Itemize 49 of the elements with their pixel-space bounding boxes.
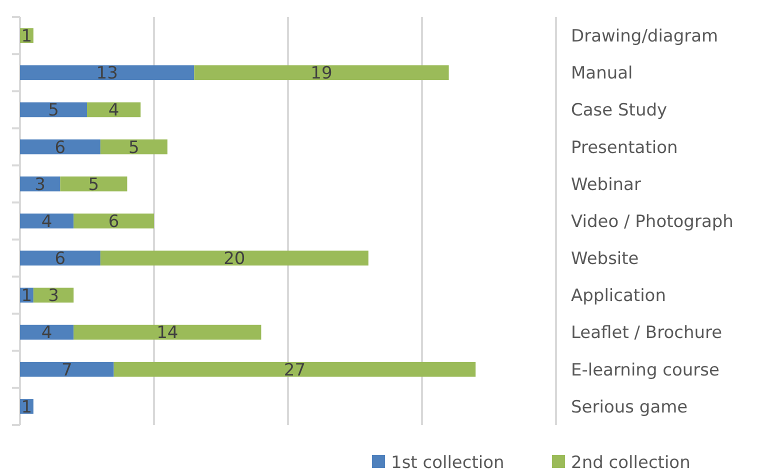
bar <box>74 324 262 340</box>
y-tick-label: Leaflet / Brochure <box>571 323 722 344</box>
bar <box>20 362 114 377</box>
bar <box>87 102 141 118</box>
data-label: 27 <box>284 360 306 380</box>
data-label: 6 <box>54 138 66 158</box>
bar <box>20 214 74 228</box>
data-label: 5 <box>48 100 59 121</box>
bar <box>20 324 74 340</box>
data-label: 5 <box>128 138 140 158</box>
y-tick-label: Manual <box>571 64 633 84</box>
bar <box>194 65 449 80</box>
data-label: 3 <box>48 286 59 306</box>
bar <box>60 176 128 192</box>
y-tick-label: Webinar <box>571 174 641 195</box>
data-label: 6 <box>108 212 120 232</box>
y-tick-label: Application <box>571 286 666 306</box>
bar <box>100 250 368 266</box>
y-tick-label: Video / Photograph <box>571 212 734 232</box>
bar <box>20 176 60 192</box>
y-tick-label: Website <box>571 249 639 270</box>
y-tick-label: E-learning course <box>571 360 720 380</box>
data-label: 19 <box>310 64 332 84</box>
bar <box>20 65 194 80</box>
data-label: 14 <box>156 323 178 344</box>
data-label: 7 <box>61 360 72 380</box>
data-label: 4 <box>41 323 52 344</box>
data-label: 4 <box>41 212 52 232</box>
bar <box>114 362 476 377</box>
data-label: 5 <box>88 174 100 195</box>
bar <box>20 139 100 154</box>
bar <box>20 102 87 118</box>
bar <box>100 139 168 154</box>
data-label: 4 <box>108 100 120 121</box>
bar <box>20 250 100 266</box>
y-tick-label: Drawing/diagram <box>571 26 718 46</box>
data-label: 1 <box>21 26 32 46</box>
data-label: 1 <box>21 397 32 418</box>
legend-label: 2nd collection <box>571 452 690 470</box>
data-label: 1 <box>21 286 32 306</box>
y-tick-label: Serious game <box>571 397 688 418</box>
data-label: 6 <box>54 249 66 270</box>
bar <box>74 214 154 228</box>
y-tick-label: Presentation <box>571 138 678 158</box>
data-label: 3 <box>34 174 46 195</box>
y-tick-label: Case Study <box>571 100 668 121</box>
data-label: 20 <box>224 249 246 270</box>
legend-label: 1st collection <box>391 452 504 470</box>
data-label: 13 <box>96 64 118 84</box>
